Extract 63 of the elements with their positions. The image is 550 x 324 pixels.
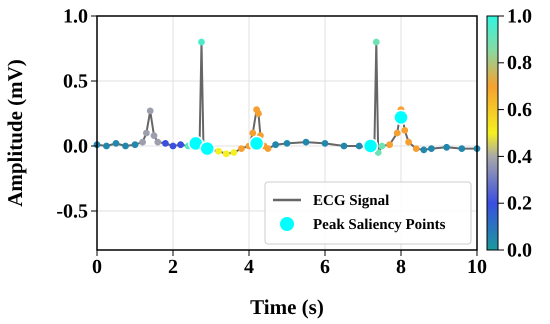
point bbox=[412, 145, 420, 152]
point bbox=[154, 138, 162, 146]
point bbox=[112, 140, 120, 147]
color-bar-label: 0.4 bbox=[507, 146, 532, 168]
point bbox=[199, 140, 215, 156]
color-bar-label: 0.8 bbox=[507, 52, 532, 74]
legend-label: ECG Signal bbox=[313, 193, 390, 209]
point bbox=[322, 140, 328, 147]
point bbox=[302, 138, 310, 146]
point bbox=[132, 141, 138, 148]
point bbox=[122, 142, 129, 150]
point bbox=[198, 38, 205, 46]
point bbox=[177, 141, 184, 148]
x-axis-title: Time (s) bbox=[250, 295, 324, 319]
point bbox=[372, 38, 380, 46]
point bbox=[420, 146, 428, 154]
color-bar-label: 0.0 bbox=[507, 239, 532, 262]
point bbox=[222, 150, 230, 158]
point bbox=[238, 145, 245, 152]
point bbox=[443, 144, 450, 151]
point bbox=[378, 142, 386, 150]
x-tick-label: 6 bbox=[320, 256, 330, 278]
color-bar-label: 0.6 bbox=[507, 99, 532, 121]
point bbox=[340, 142, 348, 150]
point bbox=[248, 136, 264, 152]
point bbox=[356, 142, 363, 150]
point bbox=[188, 136, 204, 152]
point bbox=[394, 130, 401, 136]
point bbox=[386, 141, 393, 148]
point bbox=[139, 138, 146, 146]
point bbox=[255, 110, 262, 117]
y-tick-label: 1.0 bbox=[63, 5, 88, 28]
point bbox=[143, 130, 150, 136]
color-bar-label: 0.2 bbox=[507, 192, 532, 215]
point bbox=[264, 145, 272, 152]
point bbox=[401, 127, 408, 134]
x-tick-label: 0 bbox=[92, 256, 102, 278]
point bbox=[405, 138, 412, 146]
point bbox=[103, 142, 110, 150]
point bbox=[428, 145, 435, 152]
point bbox=[230, 149, 238, 156]
x-tick-label: 8 bbox=[396, 256, 406, 278]
color-bar-label: 1.0 bbox=[507, 5, 532, 28]
y-tick-label: -0.5 bbox=[56, 200, 88, 222]
point bbox=[374, 149, 382, 156]
point bbox=[362, 138, 378, 154]
point bbox=[272, 141, 279, 148]
x-tick-label: 2 bbox=[168, 256, 178, 278]
point bbox=[458, 145, 466, 152]
point bbox=[162, 140, 169, 147]
point bbox=[146, 108, 154, 114]
point bbox=[249, 130, 256, 136]
point bbox=[215, 148, 222, 155]
point bbox=[393, 110, 409, 126]
point bbox=[284, 140, 290, 147]
point bbox=[150, 132, 158, 139]
y-axis-title: Amplitude (mV) bbox=[3, 59, 27, 207]
y-tick-label: 0.5 bbox=[63, 70, 88, 92]
legend-label: Peak Saliency Points bbox=[313, 217, 446, 233]
x-tick-label: 4 bbox=[244, 256, 254, 278]
point bbox=[170, 142, 176, 150]
x-tick-label: 10 bbox=[467, 256, 487, 278]
y-tick-label: 0.0 bbox=[63, 135, 88, 158]
